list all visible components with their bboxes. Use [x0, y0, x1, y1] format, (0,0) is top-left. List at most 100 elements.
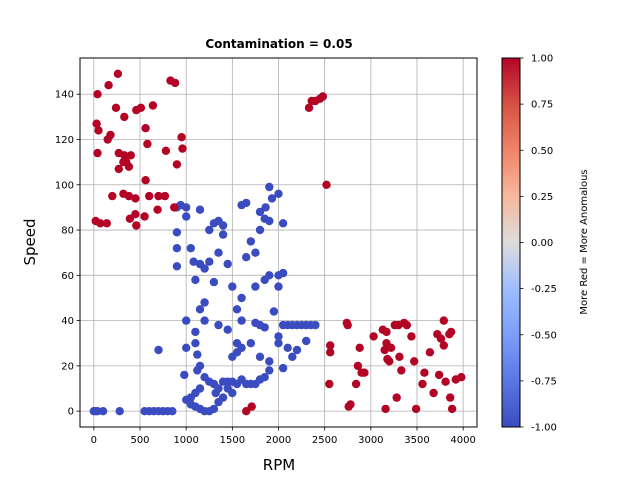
y-axis-ticks: 0 20 40 60 80 100 120 140: [55, 90, 80, 418]
colorbar-tick-label: -0.75: [531, 376, 557, 387]
normal-point: [242, 198, 251, 208]
anomalous-point: [420, 368, 429, 377]
normal-point: [98, 407, 108, 416]
normal-point: [191, 275, 200, 285]
normal-point: [283, 343, 292, 352]
anomalous-point: [322, 180, 331, 189]
anomalous-point: [247, 402, 256, 411]
normal-point: [182, 343, 191, 352]
normal-point: [255, 225, 265, 235]
anomalous-point: [145, 191, 154, 201]
y-tick-label: 100: [55, 180, 74, 191]
anomalous-point: [120, 112, 129, 122]
normal-point: [205, 257, 214, 266]
normal-point: [182, 212, 191, 221]
normal-point: [214, 248, 223, 257]
normal-point: [237, 293, 246, 303]
normal-point: [180, 370, 189, 380]
normal-point: [292, 345, 302, 355]
normal-point: [242, 253, 251, 262]
normal-point: [218, 230, 228, 239]
normal-point: [200, 373, 209, 382]
anomalous-point: [457, 373, 466, 382]
colorbar-ticks: -1.00 -0.75 -0.50 -0.25 0.00 0.25 0.50 0.75 1.00: [520, 54, 557, 434]
anomalous-point: [369, 332, 378, 341]
normal-point: [172, 228, 182, 237]
grid-lines: [80, 58, 477, 427]
y-axis-label: Speed: [21, 218, 39, 265]
anomalous-point: [140, 212, 149, 221]
anomalous-point: [411, 404, 421, 414]
anomalous-point: [343, 320, 352, 330]
normal-point: [209, 404, 219, 414]
anomalous-point: [111, 103, 121, 113]
normal-point: [189, 257, 198, 266]
anomalous-point: [92, 119, 101, 128]
normal-point: [172, 262, 182, 271]
x-tick-label: 3500: [404, 435, 429, 446]
normal-point: [172, 244, 182, 253]
anomalous-point: [93, 90, 102, 99]
normal-point: [302, 336, 311, 346]
anomalous-point: [148, 101, 158, 110]
anomalous-point: [441, 377, 450, 386]
anomalous-point: [439, 341, 448, 350]
normal-point: [211, 388, 220, 398]
anomalous-point: [141, 176, 150, 185]
anomalous-point: [436, 334, 446, 343]
anomalous-point: [113, 69, 123, 79]
normal-point: [191, 327, 200, 337]
colorbar-tick-label: 1.00: [531, 54, 553, 65]
normal-point: [218, 221, 228, 230]
normal-point: [182, 316, 191, 325]
anomalous-point: [326, 348, 335, 357]
normal-point: [182, 203, 191, 212]
normal-point: [228, 282, 237, 291]
normal-point: [251, 282, 260, 291]
normal-point: [223, 325, 232, 334]
y-tick-label: 80: [61, 226, 74, 237]
normal-point: [278, 268, 288, 278]
normal-point: [195, 305, 205, 314]
normal-point: [265, 366, 274, 375]
normal-point: [265, 357, 274, 366]
anomalous-point: [439, 316, 448, 325]
normal-point: [115, 407, 124, 416]
normal-point: [195, 205, 205, 214]
normal-point: [191, 339, 200, 348]
x-tick-label: 1500: [220, 435, 245, 446]
anomalous-point: [124, 191, 134, 201]
anomalous-point: [153, 205, 162, 214]
anomalous-point: [93, 148, 102, 158]
anomalous-point: [172, 160, 182, 169]
normal-point: [223, 259, 232, 269]
normal-point: [186, 244, 195, 253]
colorbar-tick-label: 0.75: [531, 100, 553, 111]
anomalous-point: [351, 379, 361, 389]
anomalous-point: [131, 194, 140, 203]
normal-point: [255, 207, 265, 217]
anomalous-point: [425, 348, 435, 357]
x-axis-ticks: 0 500 1000 1500 2000 2500 3000 3500 4000: [91, 427, 476, 446]
anomalous-point: [346, 400, 355, 409]
anomalous-point: [382, 327, 391, 337]
scatter-points: [89, 69, 466, 416]
anomalous-point: [161, 146, 171, 155]
normal-point: [278, 219, 288, 228]
x-tick-label: 0: [91, 435, 97, 446]
anomalous-point: [418, 379, 427, 389]
anomalous-point: [397, 366, 406, 375]
normal-point: [193, 350, 202, 359]
normal-point: [168, 407, 177, 416]
normal-point: [288, 352, 297, 361]
x-axis-label: RPM: [263, 456, 295, 474]
normal-point: [260, 373, 269, 382]
colorbar-label: More Red = More Anomalous: [579, 169, 590, 314]
anomalous-point: [242, 407, 251, 416]
normal-point: [205, 225, 214, 235]
colorbar-tick-label: -1.00: [531, 423, 557, 434]
anomalous-point: [132, 221, 141, 230]
normal-point: [246, 237, 255, 246]
anomalous-point: [447, 404, 457, 414]
